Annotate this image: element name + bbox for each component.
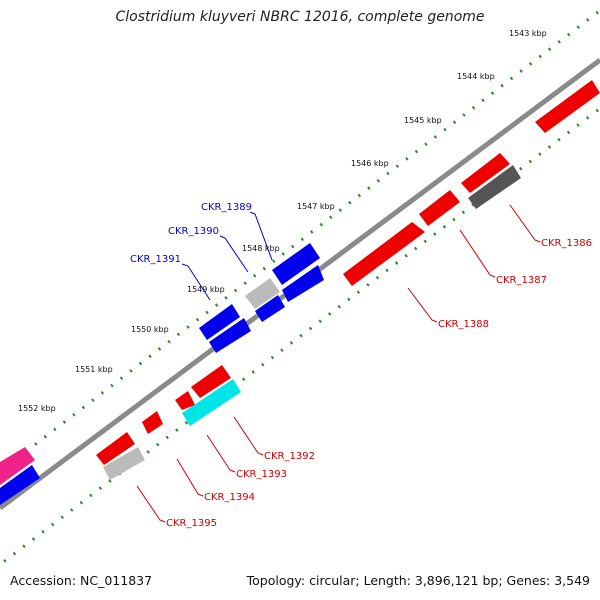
tick-label: 1550 kbp — [131, 325, 169, 334]
gene-label[interactable]: CKR_1390 — [168, 226, 219, 237]
gene-label[interactable]: CKR_1395 — [166, 518, 217, 529]
gene-label[interactable]: CKR_1388 — [438, 319, 489, 330]
gene-arrow[interactable] — [142, 411, 163, 434]
accession-text: Accession: NC_011837 — [10, 573, 153, 588]
gene-arrow[interactable] — [96, 432, 135, 465]
gene-label[interactable]: CKR_1391 — [130, 254, 181, 265]
gene-arrow[interactable] — [0, 465, 40, 505]
gene-arrow[interactable] — [182, 379, 241, 426]
gene-label[interactable]: CKR_1387 — [496, 275, 547, 286]
upper-leader-lines — [181, 211, 273, 301]
gene-arrow[interactable] — [272, 243, 320, 285]
gene-label[interactable]: CKR_1393 — [236, 469, 287, 480]
gene-label[interactable]: CKR_1389 — [201, 202, 252, 213]
gene-arrow[interactable] — [245, 278, 280, 309]
gene-arrow[interactable] — [468, 165, 521, 209]
gene-label[interactable]: CKR_1392 — [264, 451, 315, 462]
tick-label: 1544 kbp — [457, 72, 495, 81]
tick-label: 1548 kbp — [242, 244, 280, 253]
topology-text: Topology: circular; Length: 3,896,121 bp… — [246, 573, 590, 588]
outer-tick-track — [1, 10, 599, 472]
gene-arrow[interactable] — [209, 318, 251, 353]
tick-label: 1549 kbp — [187, 285, 225, 294]
gene-arrow[interactable] — [0, 447, 35, 485]
gene-arrow[interactable] — [282, 265, 324, 302]
tick-label: 1546 kbp — [351, 159, 389, 168]
reverse-genes — [96, 80, 600, 480]
gene-arrow[interactable] — [419, 190, 460, 226]
gene-arrow[interactable] — [343, 222, 425, 286]
lower-leader-lines — [136, 204, 541, 523]
map-title: Clostridium kluyveri NBRC 12016, complet… — [115, 9, 485, 25]
tick-label: 1547 kbp — [297, 202, 335, 211]
tick-label: 1543 kbp — [509, 29, 547, 38]
tick-label: 1552 kbp — [18, 404, 56, 413]
gene-arrow[interactable] — [103, 447, 145, 480]
gene-arrow[interactable] — [461, 153, 510, 193]
tick-label: 1551 kbp — [75, 365, 113, 374]
gene-arrow[interactable] — [199, 304, 240, 340]
tick-label: 1545 kbp — [404, 116, 442, 125]
gene-arrow[interactable] — [191, 365, 231, 398]
gene-label[interactable]: CKR_1386 — [541, 238, 592, 249]
gene-arrow[interactable] — [255, 295, 285, 322]
gene-label[interactable]: CKR_1394 — [204, 492, 255, 503]
gene-arrow[interactable] — [535, 80, 600, 133]
forward-genes — [0, 243, 324, 505]
gene-arrow[interactable] — [175, 391, 195, 410]
